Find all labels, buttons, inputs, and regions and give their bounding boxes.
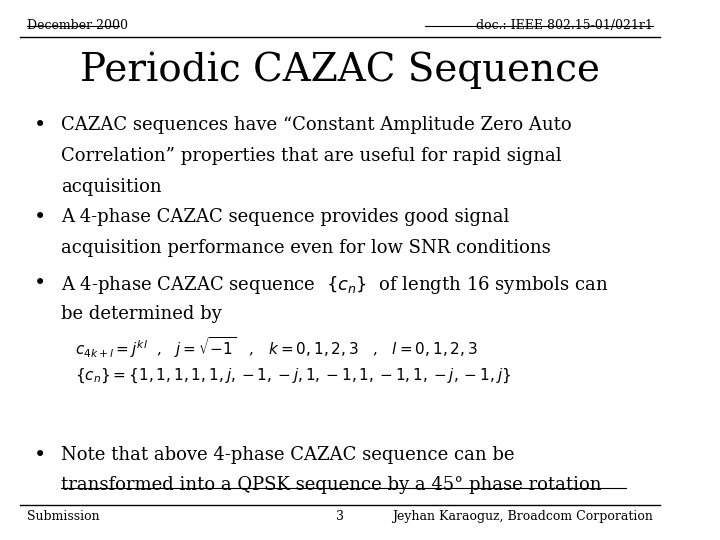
Text: CAZAC sequences have “Constant Amplitude Zero Auto: CAZAC sequences have “Constant Amplitude…: [61, 116, 572, 134]
Text: $c_{4k+l} = j^{kl}$  ,   $j = \sqrt{-1}$   ,   $k = 0,1,2,3$   ,   $l = 0,1,2,3$: $c_{4k+l} = j^{kl}$ , $j = \sqrt{-1}$ , …: [75, 335, 478, 360]
Text: 3: 3: [336, 510, 344, 523]
Text: acquisition: acquisition: [61, 178, 162, 195]
Text: acquisition performance even for low SNR conditions: acquisition performance even for low SNR…: [61, 239, 551, 256]
Text: Periodic CAZAC Sequence: Periodic CAZAC Sequence: [81, 51, 600, 89]
Text: A 4-phase CAZAC sequence  $\{c_n\}$  of length 16 symbols can: A 4-phase CAZAC sequence $\{c_n\}$ of le…: [61, 274, 608, 296]
Text: December 2000: December 2000: [27, 19, 128, 32]
Text: •: •: [34, 274, 46, 293]
Text: doc.: IEEE 802.15-01/021r1: doc.: IEEE 802.15-01/021r1: [477, 19, 653, 32]
Text: transformed into a QPSK sequence by a 45° phase rotation: transformed into a QPSK sequence by a 45…: [61, 476, 602, 494]
Text: be determined by: be determined by: [61, 305, 222, 322]
Text: •: •: [34, 446, 46, 464]
Text: Correlation” properties that are useful for rapid signal: Correlation” properties that are useful …: [61, 147, 562, 165]
Text: Note that above 4-phase CAZAC sequence can be: Note that above 4-phase CAZAC sequence c…: [61, 446, 515, 463]
Text: Jeyhan Karaoguz, Broadcom Corporation: Jeyhan Karaoguz, Broadcom Corporation: [392, 510, 653, 523]
Text: $\{c_n\} = \{1,1,1,1,1, j,-1,-j,1,-1,1,-1,1,-j,-1, j\}$: $\{c_n\} = \{1,1,1,1,1, j,-1,-j,1,-1,1,-…: [75, 366, 511, 384]
Text: Submission: Submission: [27, 510, 100, 523]
Text: •: •: [34, 116, 46, 135]
Text: •: •: [34, 208, 46, 227]
Text: A 4-phase CAZAC sequence provides good signal: A 4-phase CAZAC sequence provides good s…: [61, 208, 510, 226]
